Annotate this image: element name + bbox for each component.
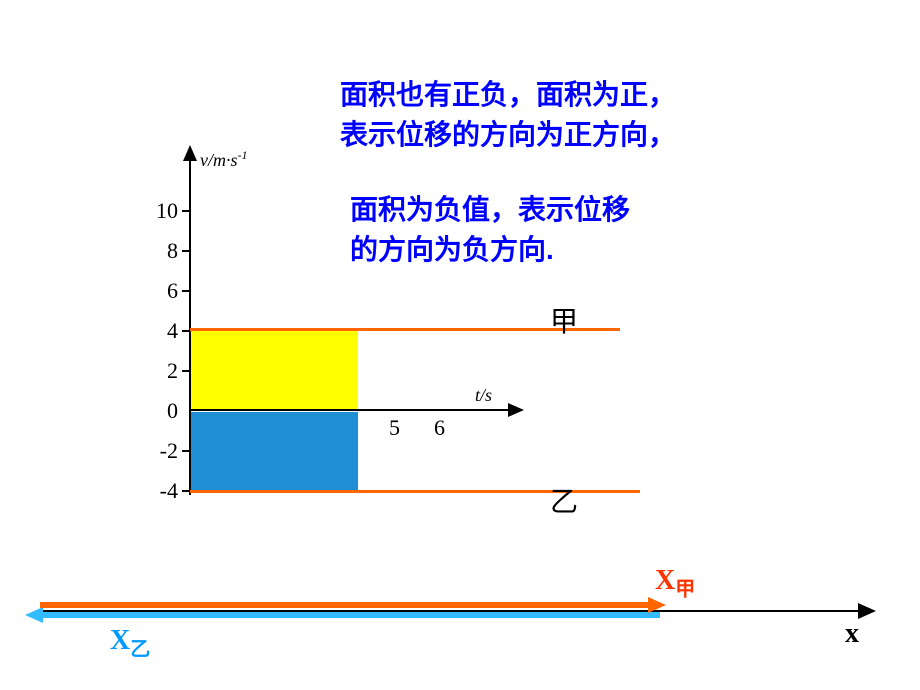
y-axis-arrow bbox=[183, 145, 197, 161]
y-tick-mark-neg2 bbox=[182, 450, 190, 452]
y-tick-neg4: -4 bbox=[138, 478, 178, 504]
y-tick-mark-6 bbox=[182, 290, 190, 292]
label-yi: 乙 bbox=[550, 480, 578, 520]
displacement-yi-line bbox=[40, 612, 660, 618]
x-axis-label: t/s bbox=[475, 385, 492, 406]
x-number-line-arrow bbox=[858, 603, 876, 619]
displacement-yi-arrow bbox=[25, 607, 43, 623]
velocity-time-chart: v/m·s-1 t/s 10 8 6 4 2 0 -2 -4 5 6 甲 乙 bbox=[120, 150, 520, 490]
x-axis-arrow bbox=[508, 403, 524, 417]
y-tick-neg2: -2 bbox=[138, 438, 178, 464]
negative-area-rect bbox=[190, 412, 358, 492]
label-jia: 甲 bbox=[550, 300, 578, 340]
displacement-number-line: x X甲 X乙 bbox=[0, 570, 920, 670]
y-axis-label: v/m·s-1 bbox=[200, 148, 248, 171]
x-tick-6: 6 bbox=[425, 415, 445, 441]
label-x-yi: X乙 bbox=[110, 625, 150, 662]
x-axis bbox=[189, 409, 509, 411]
y-tick-10: 10 bbox=[138, 198, 178, 224]
y-tick-4: 4 bbox=[138, 318, 178, 344]
y-tick-0: 0 bbox=[138, 398, 178, 424]
x-tick-5: 5 bbox=[380, 415, 400, 441]
title-line-2: 表示位移的方向为正方向， bbox=[340, 115, 676, 154]
y-tick-mark-10 bbox=[182, 210, 190, 212]
y-tick-mark-neg4 bbox=[182, 490, 190, 492]
title-line-1: 面积也有正负，面积为正， bbox=[340, 75, 676, 114]
y-tick-6: 6 bbox=[138, 278, 178, 304]
y-tick-mark-4 bbox=[182, 330, 190, 332]
y-axis bbox=[189, 150, 191, 495]
y-tick-mark-8 bbox=[182, 250, 190, 252]
y-tick-2: 2 bbox=[138, 358, 178, 384]
label-x-jia: X甲 bbox=[655, 565, 695, 602]
y-tick-8: 8 bbox=[138, 238, 178, 264]
y-tick-mark-2 bbox=[182, 370, 190, 372]
x-axis-name: x bbox=[845, 618, 859, 650]
positive-area-rect bbox=[190, 330, 358, 410]
displacement-jia-line bbox=[40, 602, 650, 608]
